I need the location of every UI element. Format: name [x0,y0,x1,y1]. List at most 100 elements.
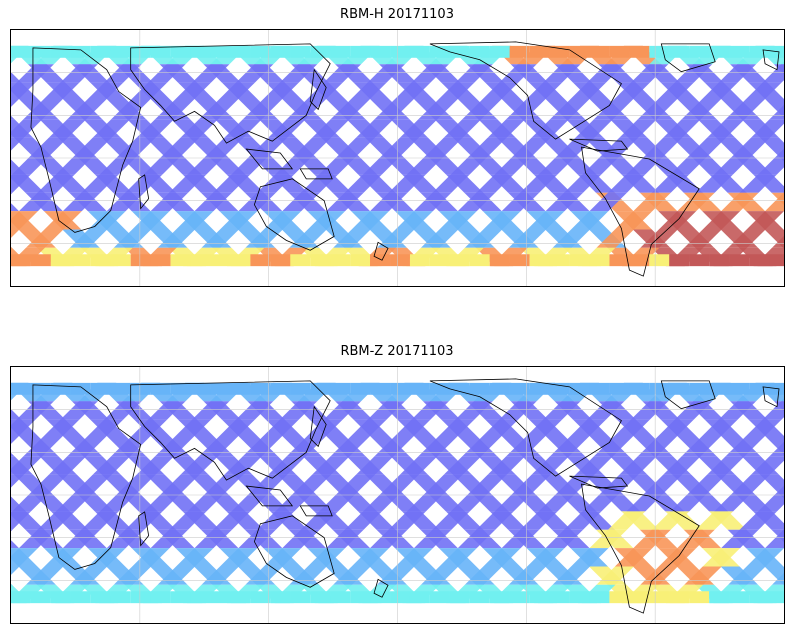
swath-segment [374,100,412,120]
swath-segment [469,382,490,395]
swath-segment [349,82,387,101]
swath-segment [344,511,383,530]
swath-segment [589,192,627,212]
swath-segment [709,254,730,267]
swath-segment [279,64,318,83]
swath-segment [476,174,514,193]
swath-segment [550,100,588,120]
swath-segment [67,437,105,457]
swath-segment [190,254,211,267]
swath-segment [637,100,676,120]
swath-segment [326,192,364,212]
swath-coverage [11,45,784,267]
swath-segment [457,192,496,212]
swath-segment [350,591,371,604]
swath-segment [48,456,87,475]
swath-segment [707,456,745,475]
swath-segment [250,382,271,395]
swath-segment [462,100,500,120]
swath-segment [769,254,784,267]
swath-segment [256,511,295,530]
swath-segment [356,456,394,475]
swath-segment [11,192,13,195]
europe-africa-coast [30,47,142,233]
swath-segment [772,235,784,248]
swath-segment [99,156,138,175]
swath-segment [432,174,470,193]
swath-segment [545,529,584,549]
swath-segment [529,45,550,58]
swath-segment [649,591,670,604]
swath-segment [41,82,80,101]
swath-segment [529,382,550,395]
japan-coast [309,68,327,111]
uk-coast [762,386,780,408]
swath-segment [55,493,94,512]
swath-segment [132,548,170,567]
swath-segment [762,64,784,83]
swath-segment [11,382,31,395]
swath-segment [90,254,111,267]
swath-segment [11,156,50,175]
swath-segment [155,100,193,120]
swath-segment [709,382,730,395]
swath-segment [630,64,669,83]
swath-segment [136,456,175,475]
swath-segment [457,529,496,549]
swath-segment [250,45,271,58]
swath-segment [700,419,738,438]
swath-segment [721,529,759,549]
swath-segment [210,254,231,267]
graticule [11,367,784,623]
swath-segment [749,382,770,395]
swath-segment [390,591,410,604]
swath-segment [564,174,602,193]
swath-segment [130,382,151,395]
swath-segment [393,82,431,101]
swath-segment [231,493,269,512]
swath-segment [529,254,550,267]
swath-segment [11,419,36,438]
swath-segment [527,211,565,230]
swath-segment [589,254,610,267]
swath-segment [350,45,371,58]
swath-segment [44,548,82,567]
swath-segment [129,82,168,101]
swath-segment [656,419,694,438]
swath-segment [310,591,331,604]
swath-segment [242,100,281,120]
swath-segment [732,137,771,157]
swath-segment [50,254,71,267]
swath-segment [626,493,664,512]
swath-segment [549,382,570,395]
swath-segment [582,156,620,175]
swath-segment [344,174,383,193]
swath-segment [85,82,124,101]
swath-segment [307,211,346,230]
swath-segment [110,591,131,604]
swath-segment [367,401,405,420]
swath-segment [489,382,510,395]
caribbean-coast [569,475,629,489]
swath-segment [469,45,490,58]
swath-segment [781,61,784,65]
swath-segment [23,437,61,457]
swath-segment [50,591,71,604]
swath-segment [670,156,708,175]
swath-segment [429,382,450,395]
swath-segment [293,137,332,157]
swath-segment [312,119,350,138]
swath-segment [569,382,590,395]
swath-segment [600,474,639,494]
swath-segment [11,548,38,567]
swath-segment [681,100,720,120]
swath-segment [568,419,606,438]
swath-segment [506,437,544,457]
swath-segment [633,192,671,212]
swath-segment [450,156,489,175]
swath-segment [11,45,31,58]
swath-segment [90,382,111,395]
swath-segment [644,474,683,494]
swath-segment [41,419,80,438]
swath-segment [543,64,581,83]
